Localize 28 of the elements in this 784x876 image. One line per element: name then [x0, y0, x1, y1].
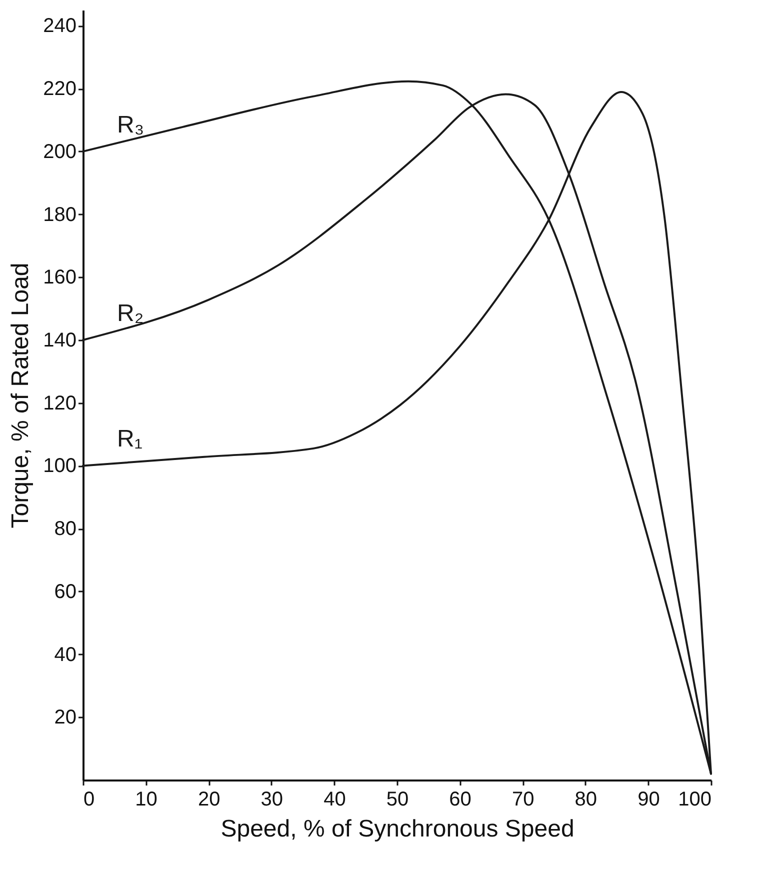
y-tick-label: 20 [54, 706, 76, 729]
x-tick-label: 0 [84, 788, 95, 810]
y-tick-label: 80 [54, 518, 76, 540]
x-tick-label: 40 [324, 788, 346, 810]
y-tick-label: 220 [43, 78, 76, 100]
y-tick-label: 140 [43, 330, 76, 352]
x-tick-label: 100 [678, 788, 712, 810]
y-axis-title: Torque, % of Rated Load [7, 262, 34, 528]
x-axis-title: Speed, % of Synchronous Speed [220, 816, 574, 842]
y-tick-label: 60 [54, 580, 76, 603]
y-tick-label: 160 [43, 266, 76, 289]
x-tick-label: 20 [198, 788, 220, 810]
series-label: R₃ [117, 111, 144, 138]
y-tick-label: 200 [43, 140, 76, 163]
x-tick-label: 90 [638, 788, 660, 810]
series-label: R₂ [117, 300, 144, 327]
y-tick-label: 100 [43, 455, 76, 478]
x-tick-label: 80 [574, 788, 598, 810]
y-tick-label: 40 [54, 644, 76, 666]
series-label: R₁ [117, 426, 142, 453]
x-tick-label: 10 [135, 788, 158, 810]
y-tick-label: 120 [43, 392, 76, 414]
y-tick-label: 180 [43, 204, 76, 226]
x-tick-label: 70 [512, 788, 534, 810]
y-tick-label: 240 [43, 15, 76, 38]
x-tick-label: 60 [449, 788, 472, 810]
x-tick-label: 50 [386, 788, 409, 810]
x-tick-label: 30 [260, 788, 284, 810]
